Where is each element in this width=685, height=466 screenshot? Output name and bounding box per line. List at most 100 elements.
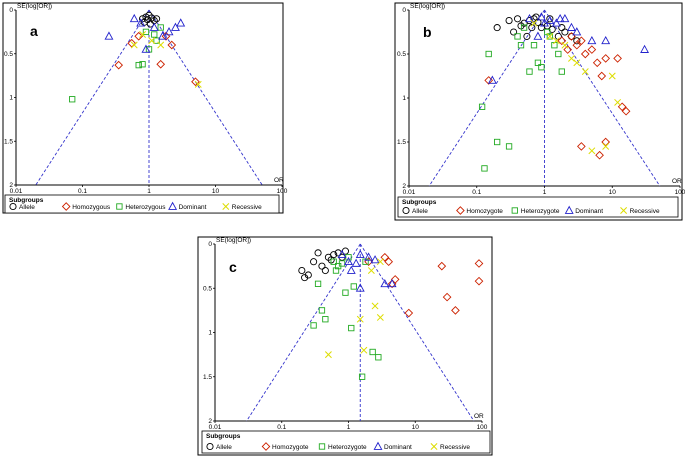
data-point [310, 258, 318, 266]
data-point [558, 24, 566, 32]
y-axis-title: SE(log[OR]) [17, 3, 52, 10]
data-point [350, 283, 357, 290]
data-point [348, 324, 355, 332]
data-point [513, 15, 522, 23]
legend-label-heterozygote: Heterozygote [328, 444, 367, 451]
data-point [505, 17, 513, 25]
y-axis-title: SE(log[OR]) [410, 3, 445, 10]
data-point [330, 258, 337, 265]
data-point [338, 260, 346, 267]
y-tick-label: 1 [402, 95, 406, 102]
series-recessive [324, 258, 384, 359]
data-point [520, 24, 528, 31]
data-point [552, 37, 560, 45]
data-point [314, 280, 322, 287]
y-tick-label: 2 [208, 418, 212, 425]
legend-marker-dominant [564, 205, 574, 214]
x-tick-label: 0.01 [403, 189, 416, 196]
series-recessive [130, 31, 202, 88]
data-point [525, 13, 534, 23]
funnel-plot-panel-c: 0 0.5 1 1.5 20.01 0.1 1 10 100 SE(log[OR]) OR c Subg… [197, 236, 493, 456]
data-point [324, 351, 332, 359]
data-point [337, 249, 347, 258]
data-point [577, 36, 586, 46]
legend-marker-homozygous [61, 202, 71, 211]
data-point [621, 106, 631, 116]
data-point [314, 249, 322, 257]
legend-marker-dominant [168, 201, 178, 210]
data-point [356, 315, 364, 323]
data-point [588, 147, 596, 155]
data-point [376, 258, 384, 266]
data-point [301, 274, 309, 282]
data-point [614, 98, 622, 106]
data-point [597, 71, 607, 81]
x-axis-title: OR [274, 177, 284, 184]
legend-box [397, 196, 679, 218]
data-point [157, 41, 165, 49]
legend-marker-heterozygote [511, 207, 518, 214]
data-point [544, 28, 551, 36]
data-point [149, 22, 159, 31]
series-recessive [530, 19, 622, 155]
legend-label-homozygote: Homozygote [272, 444, 309, 451]
legend-label-heterozygous: Heterozygous [125, 204, 166, 211]
data-point [342, 289, 349, 296]
data-point [191, 77, 200, 87]
x-tick-label: 0.01 [209, 424, 222, 431]
series-heterozygote [478, 24, 565, 172]
y-tick-label: 2 [9, 182, 13, 189]
data-point [533, 31, 543, 40]
legend-marker-allele [402, 206, 410, 215]
data-point [380, 252, 390, 262]
data-point [318, 307, 326, 314]
x-tick-label: 100 [477, 424, 488, 431]
data-point [387, 278, 397, 288]
legend-title: Subgroups [206, 433, 241, 440]
data-point [568, 54, 575, 62]
data-point [194, 80, 202, 88]
y-tick-label: 0 [208, 241, 212, 248]
y-tick-label: 1.5 [4, 138, 13, 145]
data-point [573, 37, 581, 45]
x-axis-title: OR [474, 413, 484, 420]
data-point [442, 292, 452, 302]
data-point [369, 348, 376, 356]
data-point [573, 59, 581, 67]
data-point [164, 27, 174, 36]
legend-marker-homozygote [456, 206, 465, 215]
panel-label: c [229, 259, 237, 275]
y-tick-label: 1 [9, 95, 13, 102]
data-point [318, 262, 326, 270]
y-tick-label: 1.5 [203, 374, 212, 381]
x-tick-label: 10 [212, 188, 220, 195]
x-tick-label: 1 [543, 189, 547, 196]
x-tick-label: 1 [347, 424, 351, 431]
data-point [355, 249, 365, 258]
y-tick-label: 0.5 [203, 285, 212, 292]
data-point [157, 24, 164, 31]
data-point [321, 266, 329, 275]
data-point [358, 373, 366, 380]
data-point [298, 266, 306, 275]
data-point [384, 257, 394, 267]
legend-title: Subgroups [9, 197, 44, 204]
x-axis-title: OR [672, 178, 682, 185]
data-point [322, 316, 329, 323]
data-point [69, 96, 76, 103]
data-point [534, 59, 542, 66]
panel-frame [394, 2, 683, 221]
data-point [485, 50, 492, 58]
panel-frame [2, 2, 284, 214]
data-point [332, 267, 340, 274]
legend-label-dominant: Dominant [179, 204, 207, 211]
series-heterozygous [69, 24, 164, 103]
x-tick-label: 1 [147, 188, 151, 195]
data-point [517, 42, 525, 49]
x-tick-label: 100 [277, 188, 288, 195]
data-point [143, 16, 152, 24]
x-tick-label: 100 [675, 189, 685, 196]
y-tick-label: 0.5 [397, 51, 406, 58]
data-point [572, 40, 582, 50]
